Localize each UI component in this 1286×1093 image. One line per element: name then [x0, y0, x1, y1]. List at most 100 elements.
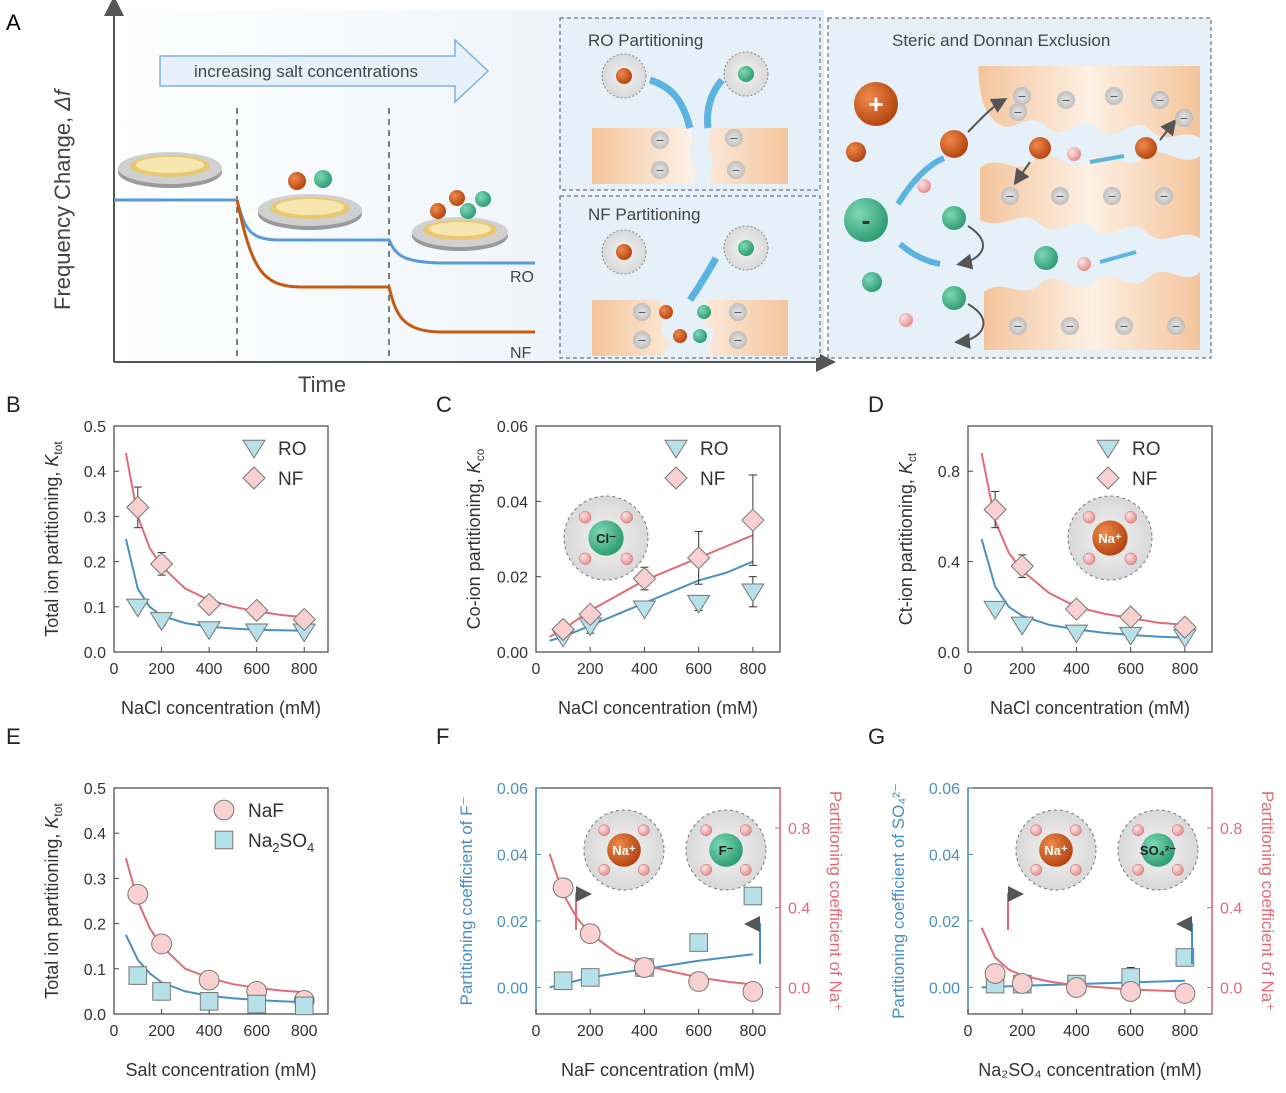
- large-cation: [854, 82, 898, 126]
- ion-inset-c-water-1: [579, 552, 592, 565]
- data-point-f-1-2: [634, 957, 655, 978]
- data-point-d-0-0: [983, 600, 1008, 620]
- data-point-d-1-0: [983, 497, 1007, 522]
- ion-inset-f-1-label: F⁻: [719, 843, 734, 858]
- black-arrow-4: [1159, 118, 1177, 141]
- fixed-charge-sign-7: −: [1160, 188, 1168, 204]
- fixed-charge-6: [1103, 187, 1121, 205]
- fit-line-b-0: [124, 538, 305, 632]
- y-axis-label: Total ion partitioning, Ktot: [42, 441, 65, 637]
- legend-label: Na2SO4: [248, 831, 314, 855]
- y-axis-label-text: Total ion partitioning,: [42, 834, 62, 999]
- ion-inset-d-water-2: [1083, 511, 1096, 524]
- salt-arrow: [159, 38, 490, 104]
- flow-arrow-2: [898, 241, 941, 267]
- black-arrow-5: [1013, 161, 1031, 186]
- x-tick-label: 400: [631, 661, 658, 678]
- nf-cl-ion-2: [697, 305, 711, 319]
- plot-frame-d: [967, 425, 1213, 653]
- nf-arrow: [687, 256, 720, 303]
- x-tick-label: 400: [196, 661, 223, 678]
- y-axis-label: Ct-ion partitioning, Kct: [896, 452, 919, 625]
- sensor-disk-1: [118, 152, 222, 188]
- inset-pointer-right-g: [1176, 916, 1193, 964]
- panel-letter-a: A: [6, 10, 21, 35]
- anion-repelled-2: [942, 286, 966, 310]
- x-axis-label: NaCl concentration (mM): [558, 698, 758, 718]
- ro-partitioning-box: RO Partitioning: [559, 17, 821, 191]
- data-point-c-0-3: [686, 594, 711, 614]
- panel-letter-g: G: [868, 724, 885, 749]
- data-point-e-0-1: [151, 933, 172, 955]
- ion-inset-f-0-water-3: [637, 824, 650, 837]
- small-cation: [846, 142, 866, 162]
- data-point-f-1-4: [742, 981, 764, 1002]
- ion-inset-f-0-water-2: [598, 824, 611, 837]
- sensor-disk-3: [412, 190, 508, 251]
- y-tick-label: 0.8: [938, 464, 960, 481]
- data-point-f-1-0: [552, 877, 574, 899]
- fixed-charge-sign-3: −: [1156, 92, 1164, 108]
- ion-inset-f-1-water-1: [700, 863, 713, 876]
- y-tick-label: 0.06: [497, 419, 528, 436]
- x-tick-label: 600: [685, 661, 712, 678]
- membrane-layer-2: [980, 152, 1200, 239]
- fixed-charge-11: [1167, 317, 1185, 335]
- inset-pointer-left-f: [575, 886, 592, 930]
- box-fixed-charge-sign-3: −: [732, 162, 740, 178]
- membrane-fixed-charges: − − − −− − − −− − − −− −− −− −− −− −: [633, 87, 1193, 349]
- box-fixed-charge-3: [727, 161, 745, 179]
- y-axis-label-text: Co-ion partitioning,: [464, 478, 484, 629]
- box-fixed-charge-6: [633, 331, 651, 349]
- y-axis-label-right: Partitioning coefficient of Na⁺: [826, 791, 845, 1011]
- y-tick-label: 0.4: [84, 826, 106, 843]
- y-tick-label: 0.4: [84, 464, 106, 481]
- fixed-charge-13: [1175, 109, 1193, 127]
- ion-inset-g-1-water-1: [1132, 863, 1145, 876]
- legend-label: NF: [1132, 469, 1157, 490]
- sensor-disk-2: [258, 170, 362, 230]
- ro-hydrated-cation: [601, 53, 647, 99]
- legend-label-sub2: 4: [307, 840, 314, 855]
- y-tick-label: 0.00: [929, 980, 960, 997]
- ion-inset-f-0-core: [607, 833, 641, 867]
- y-tick-label: 0.02: [497, 570, 528, 587]
- inset-pointer-left-g: [1007, 886, 1024, 930]
- ion-inset-g-1-water-2: [1132, 824, 1145, 837]
- data-point-g-1-0: [984, 963, 1006, 984]
- panel-letter-b: B: [6, 392, 21, 417]
- box-fixed-charge-4: [633, 303, 651, 321]
- ro-arrow-right: [704, 77, 725, 129]
- legend-marker-e-0: [213, 799, 235, 821]
- panel-letter-d: D: [868, 392, 884, 417]
- y-tick-label: 0.02: [497, 914, 528, 931]
- large-anion: [844, 198, 888, 242]
- y-right-tick-label: 0.4: [1220, 901, 1242, 918]
- ro-arrow-left: [648, 76, 694, 129]
- ion-inset-f-1-core: [709, 833, 743, 867]
- fixed-charge-sign-8: −: [1014, 318, 1022, 334]
- ion-inset-c-water-3: [620, 511, 633, 524]
- ro-hydrated-anion: [723, 51, 769, 97]
- fit-line-g-1: [980, 927, 1185, 993]
- ion-inset-f-1-water-3: [739, 824, 752, 837]
- y-axis-label-subscript: co: [473, 448, 487, 461]
- fixed-charge-sign-5: −: [1056, 188, 1064, 204]
- data-point-d-0-1: [1010, 616, 1035, 636]
- fixed-charge-sign-2: −: [1110, 88, 1118, 104]
- ro-box-title: RO Partitioning: [588, 31, 703, 50]
- data-point-b-1-3: [244, 598, 269, 623]
- fixed-charge-sign-6: −: [1108, 188, 1116, 204]
- water-3: [1077, 257, 1091, 271]
- ion-inset-d-water-1: [1083, 552, 1096, 565]
- x-tick-label: 400: [631, 1023, 658, 1040]
- data-point-f-1-3: [688, 971, 710, 992]
- ion-inset-g-0-water-1: [1030, 863, 1043, 876]
- y-tick-label: 0.04: [497, 494, 528, 511]
- x-tick-label: 400: [1063, 1023, 1090, 1040]
- y-axis-label: Co-ion partitioning, Kco: [464, 448, 487, 629]
- panel-a-xlabel: Time: [298, 372, 346, 397]
- data-point-e-1-1: [152, 982, 171, 1001]
- box-fixed-charge-sign-0: −: [656, 132, 664, 148]
